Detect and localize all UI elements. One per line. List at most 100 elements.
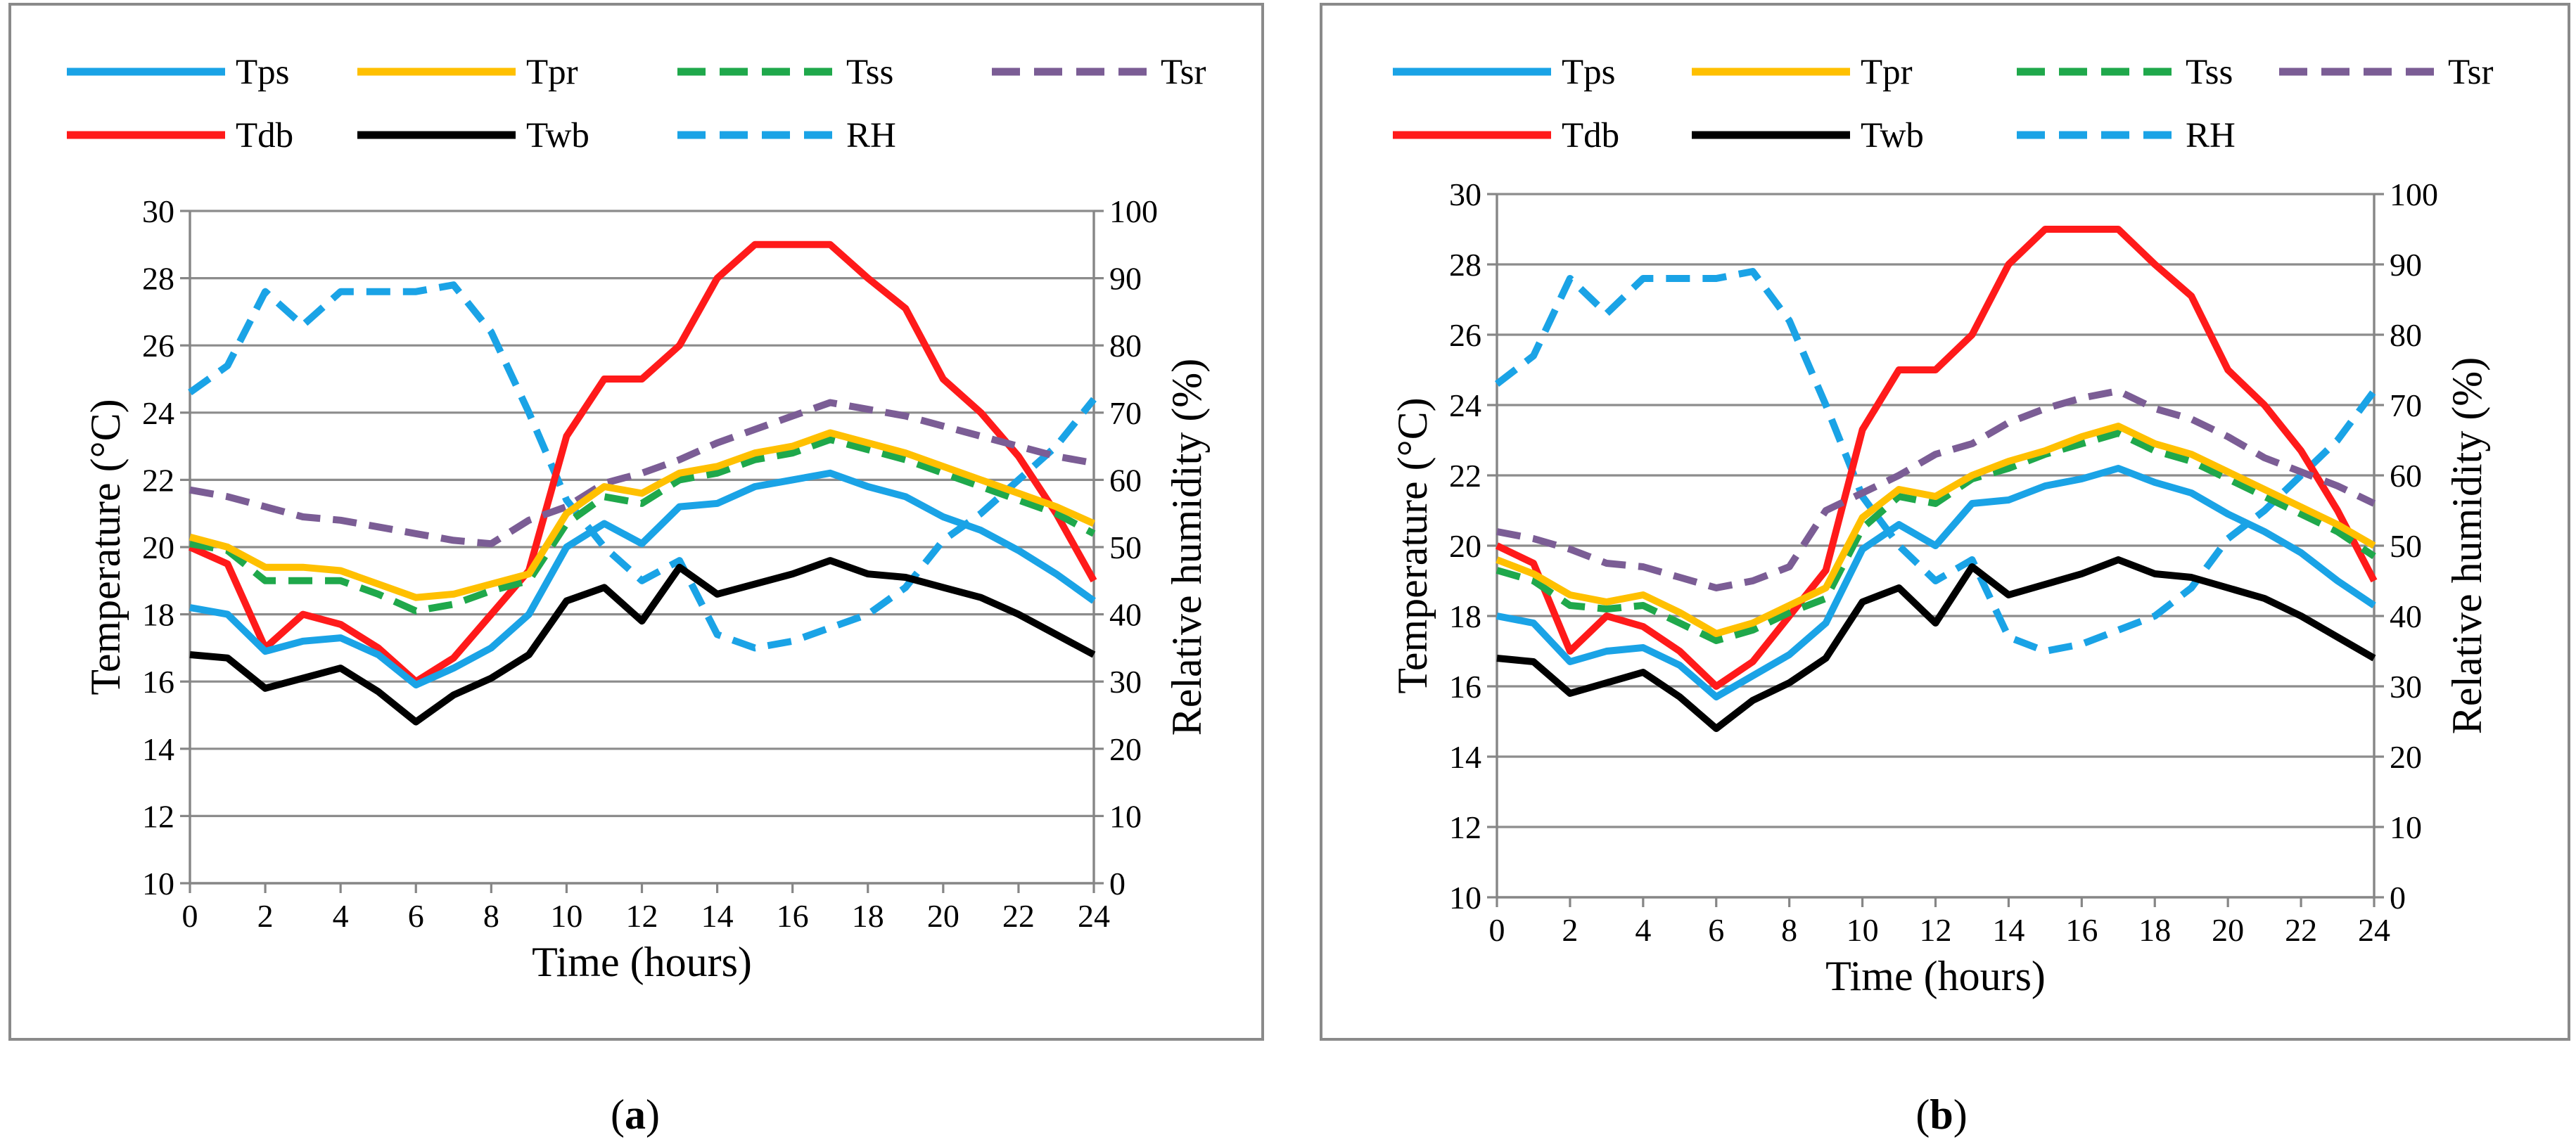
y2-tick-label: 70 bbox=[1109, 395, 1142, 431]
x-tick-label: 8 bbox=[483, 898, 499, 934]
chart-panel-b: 1012141618202224262830010203040506070809… bbox=[1320, 3, 2570, 1041]
y2-tick-label: 0 bbox=[2390, 880, 2406, 916]
legend-label-tdb: Tdb bbox=[1562, 116, 1619, 155]
x-tick-label: 10 bbox=[1847, 912, 1879, 948]
y-tick-label: 24 bbox=[1449, 387, 1481, 423]
series-line-tdb bbox=[188, 240, 1097, 686]
y2-tick-label: 20 bbox=[2390, 739, 2422, 775]
x-tick-label: 22 bbox=[2285, 912, 2317, 948]
y-tick-label: 28 bbox=[142, 261, 174, 297]
y-tick-label: 20 bbox=[142, 530, 174, 565]
series-line-tss bbox=[189, 436, 1096, 615]
y-tick-label: 18 bbox=[142, 597, 174, 633]
series-line-twb bbox=[189, 557, 1096, 726]
y-tick-label: 18 bbox=[1449, 598, 1481, 634]
y2-tick-label: 20 bbox=[1109, 731, 1142, 767]
x-tick-label: 12 bbox=[1920, 912, 1952, 948]
y-tick-label: 20 bbox=[1449, 528, 1481, 564]
x-tick-label: 10 bbox=[550, 898, 582, 934]
y2-tick-label: 80 bbox=[1109, 328, 1142, 364]
y-tick-label: 30 bbox=[1449, 177, 1481, 212]
legend-label-twb: Twb bbox=[526, 116, 589, 155]
x-tick-label: 18 bbox=[852, 898, 884, 934]
series-line-tsr bbox=[1496, 387, 2376, 591]
series-line-rh bbox=[1494, 268, 2378, 655]
series-line-twb bbox=[1496, 556, 2376, 732]
x-tick-label: 14 bbox=[701, 898, 734, 934]
legend-label-tps: Tps bbox=[236, 53, 290, 92]
series-line-tps bbox=[189, 469, 1096, 688]
y-tick-label: 12 bbox=[142, 798, 174, 834]
legend-label-twb: Twb bbox=[1861, 116, 1924, 155]
y-tick-label: 30 bbox=[142, 193, 174, 229]
y2-tick-label: 60 bbox=[2390, 458, 2422, 494]
y-tick-label: 14 bbox=[142, 731, 174, 767]
y2-tick-label: 30 bbox=[2390, 669, 2422, 705]
series-line-rh bbox=[188, 281, 1097, 652]
chart-panel-a: 1012141618202224262830010203040506070809… bbox=[8, 3, 1264, 1041]
y2-tick-label: 10 bbox=[1109, 798, 1142, 834]
x-tick-label: 2 bbox=[1562, 912, 1578, 948]
y2-tick-label: 10 bbox=[2390, 809, 2422, 845]
legend-label-tpr: Tpr bbox=[1861, 53, 1913, 92]
x-tick-label: 4 bbox=[1635, 912, 1651, 948]
x-tick-label: 20 bbox=[2212, 912, 2244, 948]
y2-tick-label: 70 bbox=[2390, 387, 2422, 423]
series-line-tps bbox=[1496, 465, 2376, 700]
series-line-tpr bbox=[189, 429, 1096, 601]
caption-a: (a) bbox=[611, 1091, 660, 1138]
series-line-tss bbox=[1496, 430, 2376, 644]
y2-tick-label: 60 bbox=[1109, 462, 1142, 498]
y-tick-label: 12 bbox=[1449, 809, 1481, 845]
y-tick-label: 10 bbox=[142, 866, 174, 902]
y2-tick-label: 0 bbox=[1109, 866, 1126, 902]
x-tick-label: 24 bbox=[1078, 898, 1110, 934]
y-axis-label: Temperature (°C) bbox=[82, 399, 129, 695]
y-tick-label: 28 bbox=[1449, 247, 1481, 283]
x-tick-label: 6 bbox=[408, 898, 424, 934]
series-line-tsr bbox=[189, 399, 1095, 548]
x-tick-label: 8 bbox=[1781, 912, 1797, 948]
caption-b: (b) bbox=[1915, 1091, 1967, 1138]
x-tick-label: 22 bbox=[1002, 898, 1035, 934]
y2-tick-label: 30 bbox=[1109, 664, 1142, 700]
chart-frame bbox=[8, 3, 1264, 1041]
legend-label-rh: RH bbox=[2186, 116, 2236, 155]
y2-axis-label: Relative humidity (%) bbox=[2444, 357, 2490, 735]
x-tick-label: 2 bbox=[257, 898, 274, 934]
series-line-tdb bbox=[1495, 226, 2378, 690]
legend-label-tss: Tss bbox=[2186, 53, 2233, 92]
y-tick-label: 24 bbox=[142, 395, 174, 431]
x-axis-label: Time (hours) bbox=[1825, 953, 2046, 999]
y2-tick-label: 40 bbox=[1109, 597, 1142, 633]
y-tick-label: 14 bbox=[1449, 739, 1481, 775]
y-tick-label: 10 bbox=[1449, 880, 1481, 916]
x-tick-label: 14 bbox=[1992, 912, 2025, 948]
legend-label-rh: RH bbox=[846, 116, 896, 155]
y2-tick-label: 80 bbox=[2390, 317, 2422, 353]
y-tick-label: 16 bbox=[1449, 669, 1481, 705]
x-tick-label: 16 bbox=[2065, 912, 2098, 948]
y2-tick-label: 90 bbox=[1109, 261, 1142, 297]
y2-tick-label: 100 bbox=[1109, 193, 1158, 229]
y-tick-label: 26 bbox=[142, 328, 174, 364]
x-tick-label: 4 bbox=[333, 898, 349, 934]
x-tick-label: 20 bbox=[927, 898, 959, 934]
y2-tick-label: 50 bbox=[1109, 530, 1142, 565]
legend-label-tsr: Tsr bbox=[2448, 53, 2493, 92]
x-tick-label: 0 bbox=[1489, 912, 1505, 948]
y2-tick-label: 50 bbox=[2390, 528, 2422, 564]
x-tick-label: 24 bbox=[2358, 912, 2390, 948]
y-axis-label: Temperature (°C) bbox=[1389, 397, 1436, 693]
chart-frame bbox=[1320, 3, 2570, 1041]
x-tick-label: 16 bbox=[777, 898, 809, 934]
y-tick-label: 22 bbox=[142, 462, 174, 498]
y-tick-label: 26 bbox=[1449, 317, 1481, 353]
y-tick-label: 22 bbox=[1449, 458, 1481, 494]
x-tick-label: 0 bbox=[182, 898, 198, 934]
legend-label-tdb: Tdb bbox=[236, 116, 293, 155]
legend-label-tsr: Tsr bbox=[1161, 53, 1206, 92]
y2-tick-label: 40 bbox=[2390, 598, 2422, 634]
series-line-tpr bbox=[1496, 423, 2376, 637]
